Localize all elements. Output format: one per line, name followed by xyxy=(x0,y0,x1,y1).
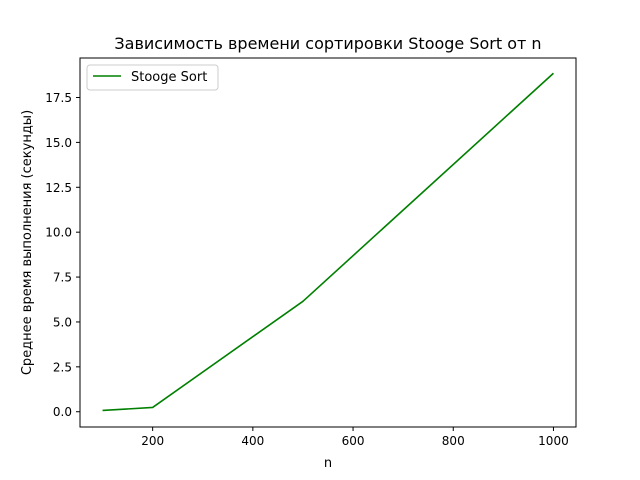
y-tick-label: 15.0 xyxy=(45,136,72,150)
x-tick-label: 1000 xyxy=(538,434,569,448)
x-tick-label: 400 xyxy=(241,434,264,448)
chart-title: Зависимость времени сортировки Stooge So… xyxy=(114,34,541,53)
y-tick-label: 10.0 xyxy=(45,226,72,240)
x-axis-ticks: 200 400 600 800 1000 xyxy=(141,427,569,448)
x-tick-label: 600 xyxy=(342,434,365,448)
y-tick-label: 0.0 xyxy=(53,405,72,419)
x-axis-label: n xyxy=(324,456,332,471)
series-line-0 xyxy=(102,72,554,412)
y-tick-label: 17.5 xyxy=(45,91,72,105)
y-axis-ticks: 0.0 2.5 5.0 7.5 10.0 12.5 15.0 17.5 xyxy=(45,91,80,419)
x-tick-label: 800 xyxy=(442,434,465,448)
plot-area xyxy=(102,72,554,412)
y-tick-label: 12.5 xyxy=(45,181,72,195)
axes-frame xyxy=(79,57,577,428)
y-axis-label: Среднее время выполнения (секунды) xyxy=(20,110,35,375)
legend-label: Stooge Sort xyxy=(131,70,207,85)
x-tick-label: 200 xyxy=(141,434,164,448)
y-tick-label: 7.5 xyxy=(53,271,72,285)
legend: Stooge Sort xyxy=(86,64,219,91)
y-tick-label: 2.5 xyxy=(53,360,72,374)
legend-box xyxy=(86,64,219,91)
y-tick-label: 5.0 xyxy=(53,315,72,329)
